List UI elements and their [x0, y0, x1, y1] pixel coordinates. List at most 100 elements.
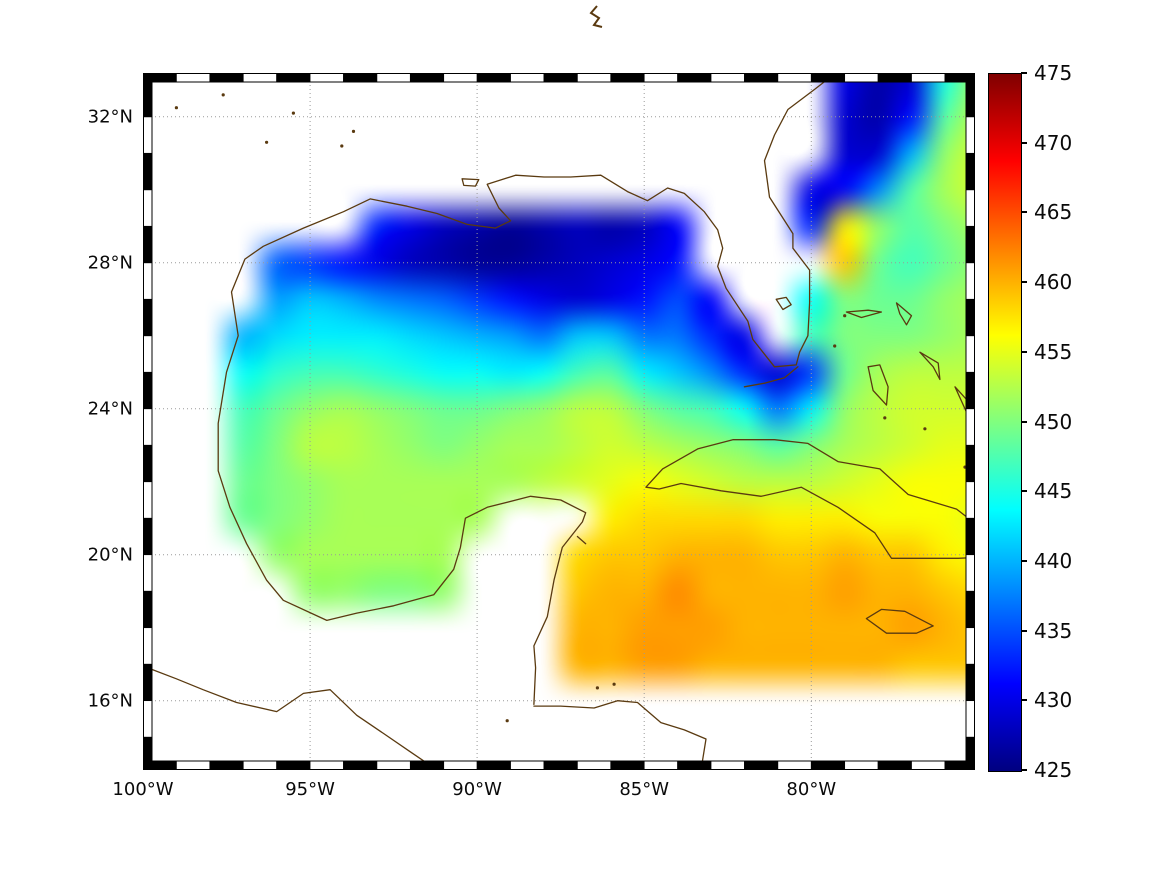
islet-dot [612, 682, 616, 686]
colorbar-tick-mark [1021, 490, 1027, 493]
frame-segment-right [965, 335, 975, 373]
colorbar-tick-label: 460 [1034, 270, 1073, 295]
frame-segment-bottom [677, 760, 712, 770]
colorbar-tick-mark [1021, 281, 1027, 284]
y-tick-label: 16°N [87, 690, 133, 712]
coastline-cuba [645, 439, 975, 559]
colorbar-tick-label: 475 [1034, 61, 1073, 85]
frame-segment-left [143, 152, 153, 191]
frame-segment-right [965, 481, 975, 519]
x-tick-label: 90°W [452, 779, 502, 800]
frame-segment-top [810, 73, 846, 83]
coastline-jamaica [865, 608, 934, 634]
frame-segment-left [143, 225, 153, 264]
frame-segment-bottom [744, 760, 779, 770]
frame-segment-bottom [610, 760, 645, 770]
frame-segment-bottom [911, 760, 946, 770]
frame-corner [965, 760, 975, 770]
x-tick-label: 100°W [112, 779, 174, 800]
frame-segment-left [143, 517, 153, 556]
frame-segment-top [777, 73, 812, 83]
frame-segment-top [744, 73, 779, 83]
frame-segment-top [911, 73, 946, 83]
frame-segment-top [443, 73, 478, 83]
coastline-cat-island [954, 386, 975, 428]
frame-segment-bottom [309, 760, 344, 770]
coastline-mexico-pacific [143, 665, 439, 770]
frame-segment-right [965, 79, 975, 118]
coastline-cozumel [576, 535, 587, 545]
frame-segment-top [209, 73, 244, 83]
frame-outer-line [143, 73, 975, 770]
frame-segment-top [844, 73, 879, 83]
frame-segment-right [965, 627, 975, 665]
frame-segment-left [143, 189, 153, 227]
frame-segment-left [143, 116, 153, 154]
colorbar [988, 73, 1022, 772]
frame-corner [965, 73, 975, 83]
frame-segment-bottom [242, 760, 278, 770]
frame-segment-right [965, 590, 975, 629]
frame-segment-right [965, 700, 975, 738]
colorbar-tick-label: 440 [1034, 548, 1073, 573]
islet-dot [505, 719, 509, 723]
frame-segment-left [143, 627, 153, 665]
frame-segment-top [677, 73, 712, 83]
frame-segment-left [143, 481, 153, 519]
frame-segment-right [965, 152, 975, 191]
frame-segment-right [965, 189, 975, 227]
colorbar-tick-label: 430 [1034, 688, 1073, 713]
y-tick-label: 28°N [87, 252, 133, 274]
islet-dot [340, 144, 344, 148]
frame-segment-top [710, 73, 745, 83]
frame-segment-bottom [276, 760, 311, 770]
colorbar-tick-label: 465 [1034, 200, 1073, 225]
islet-dot [291, 111, 295, 115]
colorbar-tick-mark [1021, 699, 1027, 702]
frame-segment-left [143, 444, 153, 483]
coastline-lake-pontchartrain [461, 178, 480, 187]
frame-corner [143, 760, 153, 770]
frame-segment-left [143, 700, 153, 738]
frame-segment-left [143, 408, 153, 446]
colorbar-tick-label: 450 [1034, 409, 1073, 434]
frame-segment-bottom [810, 760, 846, 770]
frame-segment-bottom [710, 760, 745, 770]
frame-corner [143, 73, 153, 83]
colorbar-tick-mark [1021, 211, 1027, 214]
frame-segment-bottom [777, 760, 812, 770]
frame-segment-bottom [443, 760, 478, 770]
frame-segment-top [343, 73, 378, 83]
frame-segment-right [965, 444, 975, 483]
colorbar-tick-mark [1021, 141, 1027, 144]
heatmap-canvas [143, 73, 975, 770]
coastline-eleuthera [919, 351, 941, 381]
colorbar-tick-mark [1021, 72, 1027, 74]
coastline-lake-okeechobee [775, 296, 792, 311]
frame-segment-right [965, 262, 975, 300]
colorbar-tick-label: 425 [1034, 758, 1073, 782]
colorbar-tick-mark [1021, 769, 1027, 771]
islet-dot [883, 416, 887, 420]
colorbar-tick-label: 435 [1034, 618, 1073, 643]
islet-dot [833, 344, 837, 348]
frame-segment-top [643, 73, 678, 83]
frame-segment-left [143, 663, 153, 702]
frame-segment-bottom [209, 760, 244, 770]
colorbar-tick-label: 455 [1034, 339, 1073, 364]
frame-segment-top [476, 73, 511, 83]
frame-segment-top [543, 73, 578, 83]
coastline-central-america-caribbean [533, 700, 707, 770]
frame-segment-bottom [510, 760, 545, 770]
frame-segment-bottom [376, 760, 411, 770]
frame-segment-right [965, 663, 975, 702]
islet-dot [351, 129, 356, 133]
frame-segment-bottom [643, 760, 678, 770]
frame-segment-top [376, 73, 411, 83]
stray-coastline-path [589, 5, 603, 28]
frame-segment-bottom [844, 760, 879, 770]
frame-segment-right [965, 298, 975, 337]
frame-segment-left [143, 590, 153, 629]
colorbar-tick-mark [1021, 629, 1027, 632]
